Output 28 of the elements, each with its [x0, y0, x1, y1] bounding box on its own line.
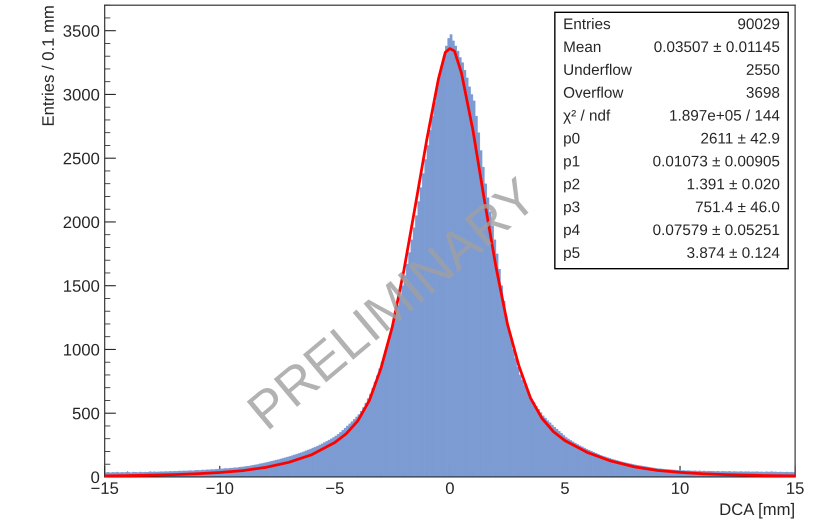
x-tick-label: −5	[326, 482, 344, 494]
text: p5 3.874 ± 0.124	[564, 247, 780, 262]
x-tick-label: −10	[206, 482, 234, 494]
text: χ² / ndf 1.897e+05 / 144	[563, 110, 780, 124]
text: Mean 0.03507 ± 0.01145	[564, 41, 780, 52]
y-tick-label: 500	[72, 408, 100, 420]
y-tick-label: 1000	[64, 344, 100, 356]
x-axis-title: DCA [mm]	[720, 502, 794, 518]
y-tick-label: 0	[91, 471, 100, 484]
text: p1 0.01073 ± 0.00905	[564, 156, 780, 170]
text: p2 1.391 ± 0.020	[564, 178, 780, 192]
y-axis-title: Entries / 0.1 mm	[42, 6, 54, 126]
text: Entries 90029	[564, 18, 780, 30]
x-tick-label: 5	[561, 482, 569, 494]
text: Overflow 3698	[564, 86, 780, 98]
y-tick-label: 3000	[63, 88, 100, 101]
y-tick-label: 2000	[64, 216, 100, 228]
text: Underflow 2550	[564, 64, 780, 75]
y-tick-label: 2500	[64, 152, 100, 164]
text: p0 2611 ± 42.9	[564, 132, 780, 147]
x-tick-label: 15	[787, 482, 804, 494]
y-tick-label: 3500	[63, 25, 100, 37]
x-tick-label: 10	[672, 482, 689, 494]
text: p3 751.4 ± 46.0	[564, 201, 780, 216]
text: p4 0.07579 ± 0.05251	[564, 224, 780, 238]
x-tick-label: −15	[91, 482, 118, 494]
y-tick-label: 1500	[64, 280, 100, 292]
x-tick-label: 0	[446, 482, 454, 494]
